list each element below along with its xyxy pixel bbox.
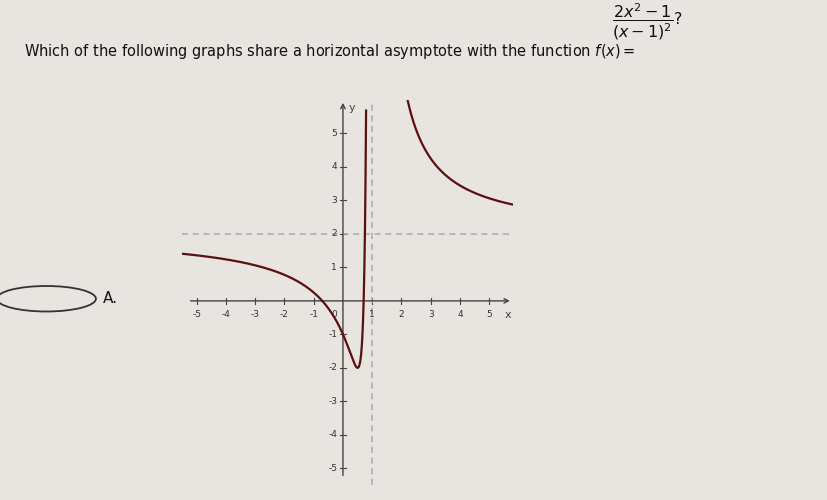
Text: $\dfrac{2x^2-1}{(x-1)^2}$?: $\dfrac{2x^2-1}{(x-1)^2}$? — [612, 2, 683, 42]
Text: 2: 2 — [399, 310, 404, 319]
Text: 4: 4 — [332, 162, 337, 172]
Text: 5: 5 — [486, 310, 492, 319]
Text: -3: -3 — [251, 310, 260, 319]
Text: -1: -1 — [309, 310, 318, 319]
Text: 0: 0 — [332, 310, 337, 319]
Text: 3: 3 — [428, 310, 433, 319]
Text: 5: 5 — [332, 129, 337, 138]
Text: x: x — [504, 310, 511, 320]
Text: A.: A. — [103, 291, 117, 306]
Text: -4: -4 — [222, 310, 230, 319]
Text: -2: -2 — [280, 310, 289, 319]
Text: Which of the following graphs share a horizontal asymptote with the function $f(: Which of the following graphs share a ho… — [25, 42, 636, 61]
Text: y: y — [348, 102, 355, 113]
Text: 1: 1 — [370, 310, 375, 319]
Text: -3: -3 — [328, 397, 337, 406]
Text: 4: 4 — [457, 310, 463, 319]
Text: 3: 3 — [332, 196, 337, 205]
Text: -5: -5 — [328, 464, 337, 473]
Text: 2: 2 — [332, 230, 337, 238]
Text: 1: 1 — [332, 263, 337, 272]
Text: -5: -5 — [192, 310, 201, 319]
Text: -1: -1 — [328, 330, 337, 339]
Text: -2: -2 — [328, 364, 337, 372]
Text: -4: -4 — [328, 430, 337, 440]
